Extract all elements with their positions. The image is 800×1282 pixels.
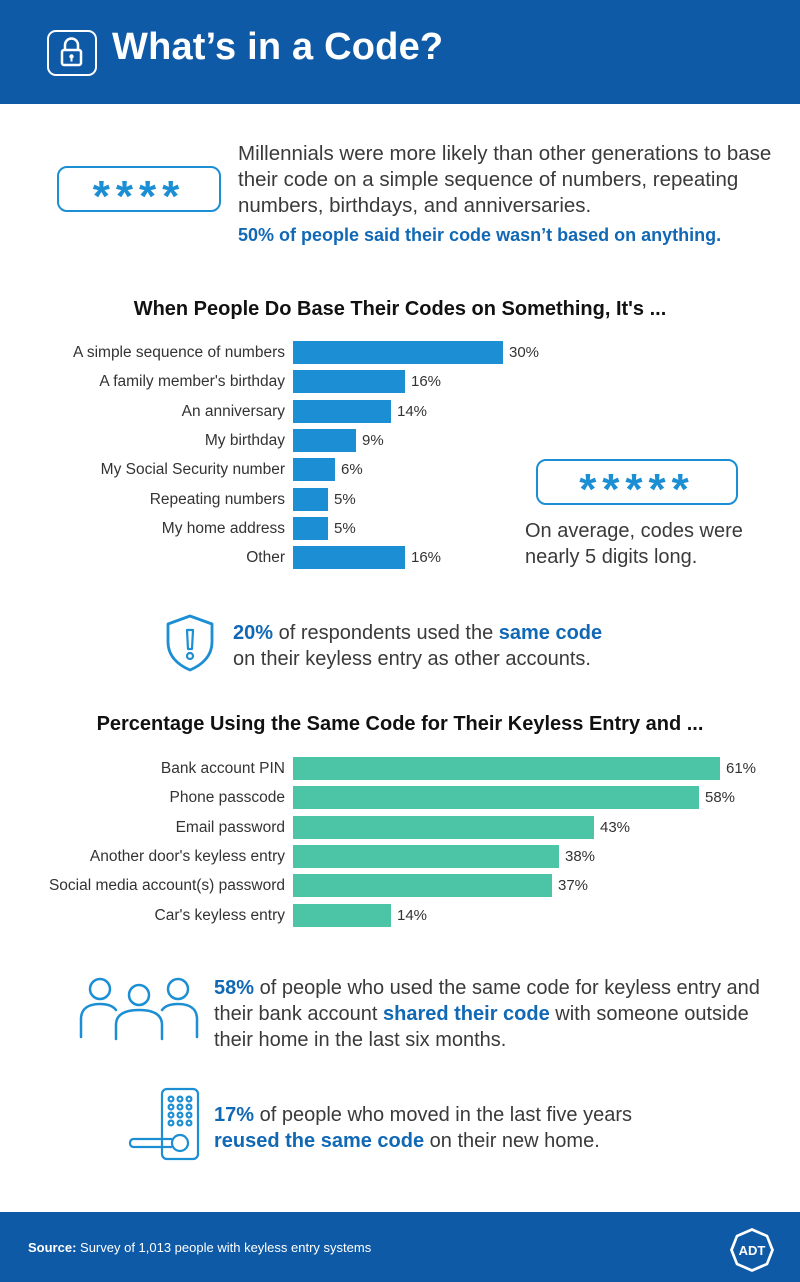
- source-label: Source:: [28, 1240, 77, 1255]
- stat-moved-pct: 17%: [214, 1104, 255, 1126]
- stat-shared-pct: 58%: [214, 977, 255, 999]
- source-text: Survey of 1,013 people with keyless entr…: [76, 1240, 372, 1255]
- chart2-category-label: Email password: [175, 818, 285, 836]
- chart2-value-label: 58%: [705, 789, 736, 807]
- footer-banner: Source: Survey of 1,013 people with keyl…: [0, 1212, 800, 1282]
- chart2-bar: [293, 757, 720, 780]
- chart1-bar: [293, 516, 328, 540]
- chart1-category-label: My birthday: [204, 431, 285, 449]
- chart1-value-label: 16%: [411, 549, 442, 567]
- chart1-value-label: 14%: [397, 402, 428, 420]
- chart2-value-label: 38%: [565, 847, 596, 865]
- chart2-bar: [293, 786, 699, 810]
- chart2-row: Email password 43%: [0, 815, 800, 839]
- stat-shared-bold: shared their code: [383, 1003, 550, 1025]
- stat-moved-text-b: on their new home.: [424, 1130, 600, 1152]
- stat-moved: 17% of people who moved in the last five…: [214, 1102, 754, 1154]
- chart2-value-label: 37%: [558, 877, 589, 895]
- chart1-row: A family member's birthday 16%: [0, 370, 800, 394]
- chart2-bar: [293, 903, 391, 927]
- chart2-row: Social media account(s) password 37%: [0, 874, 800, 898]
- header-banner: What’s in a Code?: [0, 0, 800, 104]
- chart1-bar: [293, 399, 391, 423]
- chart2-category-label: Car's keyless entry: [154, 906, 285, 924]
- chart2-row: Car's keyless entry 14%: [0, 903, 800, 927]
- chart1-row: A simple sequence of numbers 30%: [0, 341, 800, 364]
- chart1-bar: [293, 341, 503, 364]
- adt-logo-text: ADT: [739, 1243, 766, 1258]
- chart1-value-label: 5%: [334, 490, 356, 508]
- adt-logo: ADT: [730, 1228, 774, 1272]
- stat-same-code-text-b: on their keyless entry as other accounts…: [233, 648, 591, 670]
- page-title: What’s in a Code?: [112, 26, 444, 68]
- chart1-bar: [293, 487, 328, 511]
- intro-highlight: 50% of people said their code wasn’t bas…: [238, 225, 722, 245]
- source-note: Source: Survey of 1,013 people with keyl…: [28, 1240, 371, 1255]
- chart1-row: My birthday 9%: [0, 428, 800, 452]
- chart1-value-label: 9%: [362, 431, 384, 449]
- chart1-value-label: 16%: [411, 373, 442, 391]
- stat-shared-text-a: of people who used the same code for key…: [214, 977, 760, 1025]
- chart2-title: Percentage Using the Same Code for Their…: [96, 713, 704, 735]
- chart2-value-label: 43%: [600, 818, 631, 836]
- chart1-row: My home address 5%: [0, 516, 800, 540]
- chart2-row: Bank account PIN 61%: [0, 757, 800, 780]
- shield-alert-icon: [166, 614, 214, 672]
- chart1-bar: [293, 458, 335, 482]
- stat-shared-text-b: with someone outside their home in the l…: [214, 1003, 749, 1051]
- chart1-row: My Social Security number 6%: [0, 458, 800, 482]
- chart2-value-label: 61%: [726, 760, 757, 777]
- chart2-row: Phone passcode 58%: [0, 786, 800, 810]
- chart2-category-label: Phone passcode: [169, 789, 285, 807]
- chart1-row: An anniversary 14%: [0, 399, 800, 423]
- chart1-row: Other 16%: [0, 546, 800, 570]
- chart1-category-label: My Social Security number: [100, 461, 285, 479]
- chart2-bar: [293, 815, 594, 839]
- stat-moved-bold: reused the same code: [214, 1130, 425, 1152]
- chart1-value-label: 30%: [509, 344, 540, 361]
- chart2-category-label: Bank account PIN: [160, 760, 285, 777]
- average-text: On average, codes were nearly 5 digits l…: [525, 520, 743, 568]
- chart2-bar: [293, 844, 559, 868]
- keypad-lock-icon: [128, 1087, 200, 1161]
- stat-same-code-bold: same code: [498, 622, 603, 644]
- people-icon: [79, 977, 199, 1041]
- stat-same-code-pct: 20%: [233, 622, 274, 644]
- chart2-row: Another door's keyless entry 38%: [0, 844, 800, 868]
- chart1-bar: [293, 428, 356, 452]
- chart1-row: Repeating numbers 5%: [0, 487, 800, 511]
- chart2-value-label: 14%: [397, 906, 428, 924]
- pin-mask-text: ****: [92, 172, 186, 221]
- stat-shared: 58% of people who used the same code for…: [214, 975, 774, 1053]
- chart1-category-label: An anniversary: [181, 402, 285, 420]
- chart1-category-label: My home address: [161, 519, 285, 537]
- chart1-category-label: A family member's birthday: [99, 373, 285, 391]
- chart1-bar: [293, 370, 405, 394]
- chart2-category-label: Social media account(s) password: [48, 877, 285, 895]
- chart1-category-label: A simple sequence of numbers: [73, 344, 285, 361]
- chart1-title: When People Do Base Their Codes on Somet…: [133, 298, 667, 320]
- chart1-category-label: Repeating numbers: [149, 490, 285, 508]
- chart2-bar: [293, 874, 552, 898]
- chart2-category-label: Another door's keyless entry: [89, 847, 285, 865]
- chart1-value-label: 6%: [341, 461, 363, 479]
- average-pin-mask-text: *****: [579, 465, 695, 514]
- average-pin-mask-box: *****: [536, 459, 738, 514]
- chart1-value-label: 5%: [334, 519, 356, 537]
- intro-text: Millennials were more likely than other …: [238, 142, 772, 217]
- stat-same-code: 20% of respondents used the same code on…: [233, 620, 693, 672]
- chart1-category-label: Other: [246, 549, 285, 567]
- stat-same-code-text-a: of respondents used the: [273, 622, 499, 644]
- chart1-bar: [293, 546, 405, 570]
- pin-mask-box: ****: [57, 166, 221, 221]
- stat-moved-text-a: of people who moved in the last five yea…: [254, 1104, 633, 1126]
- lock-icon: [47, 30, 97, 76]
